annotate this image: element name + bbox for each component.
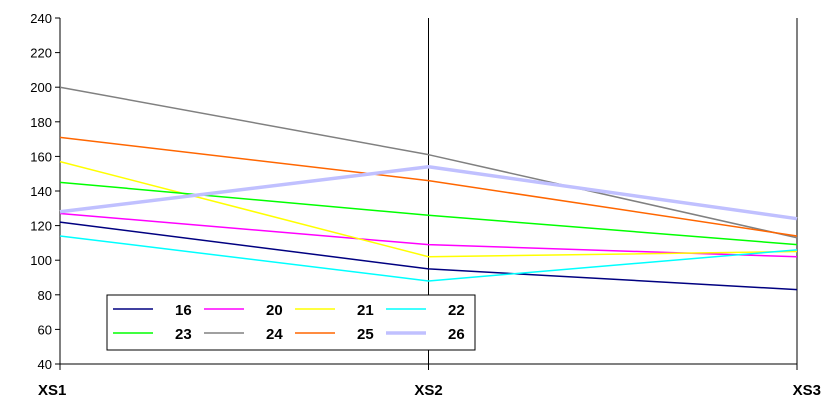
series-line-25 xyxy=(59,136,798,237)
legend-label-21: 21 xyxy=(357,302,374,319)
y-tick-label: 60 xyxy=(38,322,52,337)
x-category-label: XS2 xyxy=(414,382,442,399)
x-category-label: XS3 xyxy=(793,382,821,399)
y-tick-label: 40 xyxy=(38,357,52,372)
legend-label-20: 20 xyxy=(266,302,283,319)
series-line-23 xyxy=(59,181,798,246)
legend: 16 20 21 22 23 24 25 26 xyxy=(106,294,476,351)
y-tick-label: 100 xyxy=(30,253,52,268)
y-tick-label: 140 xyxy=(30,184,52,199)
y-tick-label: 200 xyxy=(30,80,52,95)
y-tick-label: 180 xyxy=(30,115,52,130)
legend-box xyxy=(106,294,476,351)
series-line-16 xyxy=(59,221,798,291)
series-line-22 xyxy=(59,235,798,282)
y-tick-label: 80 xyxy=(38,288,52,303)
y-tick-label: 240 xyxy=(30,11,52,26)
series-line-26 xyxy=(59,165,798,221)
legend-label-24: 24 xyxy=(266,326,283,343)
legend-label-26: 26 xyxy=(448,326,465,343)
legend-label-16: 16 xyxy=(175,302,192,319)
y-tick-label: 220 xyxy=(30,46,52,61)
y-tick-label: 160 xyxy=(30,149,52,164)
legend-label-25: 25 xyxy=(357,326,374,343)
series-layer xyxy=(59,86,798,291)
legend-label-22: 22 xyxy=(448,302,465,319)
series-line-24 xyxy=(59,86,798,239)
y-tick-label: 120 xyxy=(30,219,52,234)
axis-layer: 40 60 80 100 120 140 160 180 200 220 240 XS1 XS2 XS3 xyxy=(30,11,821,399)
x-category-label: XS1 xyxy=(38,382,66,399)
legend-label-23: 23 xyxy=(175,326,192,343)
